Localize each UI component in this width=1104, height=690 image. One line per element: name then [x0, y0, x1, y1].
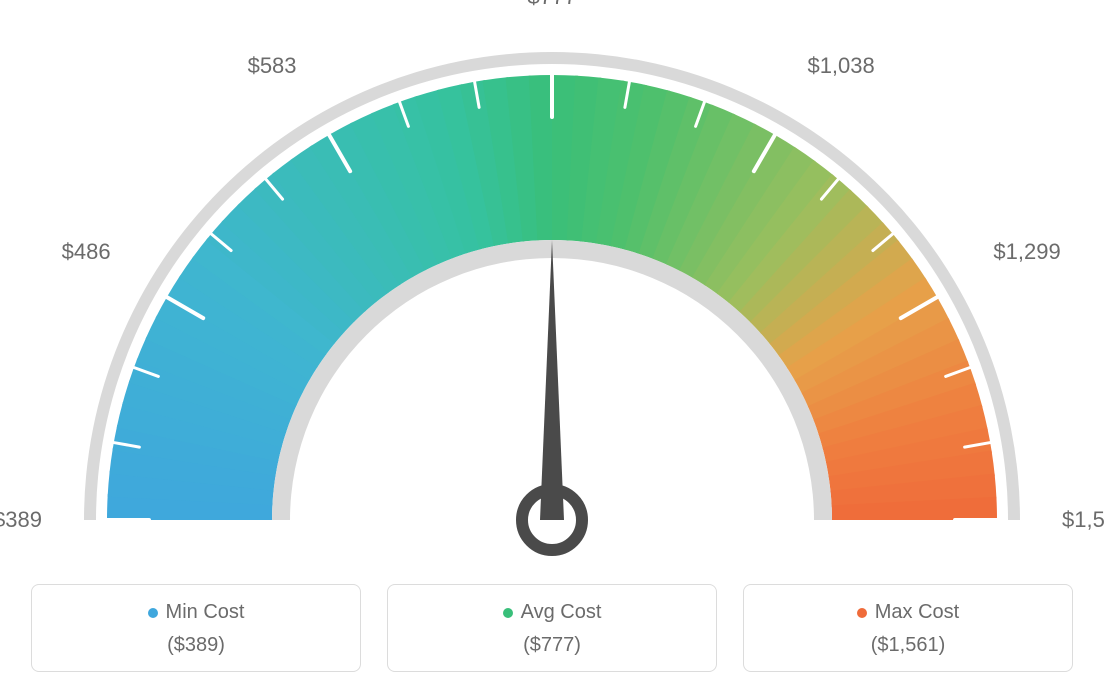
legend-value-avg: ($777): [398, 634, 706, 657]
legend-title-text: Max Cost: [875, 601, 959, 624]
gauge-tick-label: $389: [0, 507, 42, 533]
legend-value-max: ($1,561): [754, 634, 1062, 657]
legend-dot-avg: [503, 608, 513, 618]
gauge-svg: [22, 30, 1082, 590]
gauge-chart: $389 $486 $583 $777 $1,038 $1,299 $1,561: [0, 0, 1104, 560]
legend-card-max: Max Cost ($1,561): [743, 584, 1073, 672]
legend-value-min: ($389): [42, 634, 350, 657]
legend-title-text: Min Cost: [166, 601, 245, 624]
legend-card-avg: Avg Cost ($777): [387, 584, 717, 672]
legend-row: Min Cost ($389) Avg Cost ($777) Max Cost…: [0, 584, 1104, 672]
legend-title-text: Avg Cost: [521, 601, 602, 624]
legend-dot-min: [148, 608, 158, 618]
gauge-needle: [540, 240, 564, 520]
legend-title-min: Min Cost: [148, 601, 245, 624]
legend-dot-max: [857, 608, 867, 618]
legend-title-max: Max Cost: [857, 601, 959, 624]
gauge-tick-label: $486: [62, 239, 111, 265]
gauge-tick-label: $1,038: [807, 53, 874, 79]
gauge-tick-label: $1,561: [1062, 507, 1104, 533]
gauge-tick-label: $777: [528, 0, 577, 10]
legend-title-avg: Avg Cost: [503, 601, 602, 624]
gauge-tick-label: $583: [248, 53, 297, 79]
gauge-tick-label: $1,299: [993, 239, 1060, 265]
legend-card-min: Min Cost ($389): [31, 584, 361, 672]
